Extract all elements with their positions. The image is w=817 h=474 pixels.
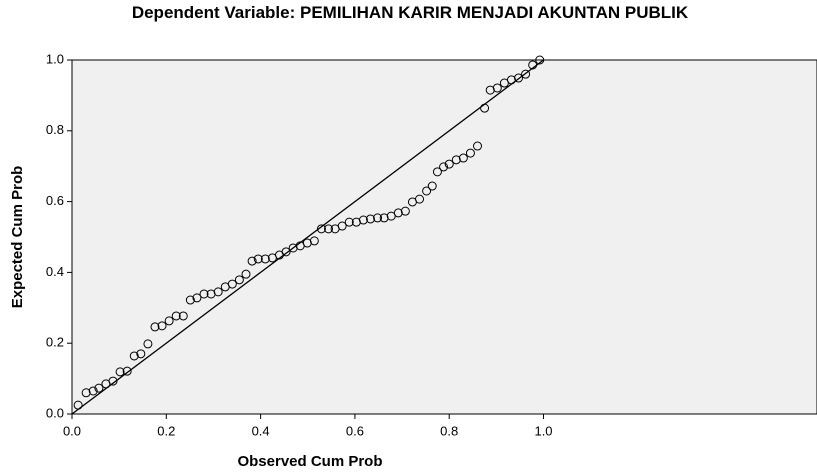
point: [150, 322, 160, 332]
point: [281, 247, 291, 257]
point: [247, 256, 257, 266]
point: [108, 376, 118, 386]
point: [199, 289, 209, 299]
point: [393, 208, 403, 218]
y-tick-label: 1.0: [46, 51, 64, 66]
point: [365, 214, 375, 224]
point: [427, 181, 437, 191]
point: [192, 293, 202, 303]
point: [451, 155, 461, 165]
x-tick-label: 0.2: [157, 423, 175, 438]
point: [143, 339, 153, 349]
point: [422, 186, 432, 196]
point: [358, 215, 368, 225]
point: [458, 153, 468, 163]
point: [234, 275, 244, 285]
point: [81, 388, 91, 398]
point: [178, 311, 188, 321]
y-axis-label: Expected Cum Prob: [9, 166, 26, 309]
plot-area: [71, 59, 817, 415]
point: [492, 83, 502, 93]
y-tick-label: 0.8: [46, 122, 64, 137]
point: [373, 213, 383, 223]
y-tick-label: 0.6: [46, 193, 64, 208]
point: [480, 103, 490, 113]
point: [185, 295, 195, 305]
point: [227, 279, 237, 289]
y-tick-label: 0.2: [46, 335, 64, 350]
point: [241, 269, 251, 279]
point: [115, 367, 125, 377]
y-tick-label: 0.4: [46, 264, 64, 279]
point: [521, 69, 531, 79]
point: [129, 351, 139, 361]
point: [136, 349, 146, 359]
point: [309, 236, 319, 246]
point: [415, 194, 425, 204]
x-tick-label: 1.0: [534, 423, 552, 438]
x-tick-label: 0.8: [440, 423, 458, 438]
point: [432, 167, 442, 177]
point: [473, 141, 483, 151]
point: [253, 254, 263, 264]
point: [514, 73, 524, 83]
point: [122, 366, 132, 376]
x-tick-label: 0.4: [252, 423, 270, 438]
point: [337, 221, 347, 231]
point: [535, 55, 545, 65]
point: [316, 224, 326, 234]
point: [157, 321, 167, 331]
x-tick-label: 0.0: [63, 423, 81, 438]
point: [94, 383, 104, 393]
point: [400, 206, 410, 216]
point: [379, 213, 389, 223]
y-tick-label: 0.0: [46, 405, 64, 420]
reference-line: [71, 59, 544, 415]
point: [444, 159, 454, 169]
point: [506, 75, 516, 85]
point: [439, 162, 449, 172]
point: [528, 60, 538, 70]
point: [260, 254, 270, 264]
point: [324, 224, 334, 234]
point: [344, 217, 354, 227]
x-tick-label: 0.6: [346, 423, 364, 438]
chart-title: Dependent Variable: PEMILIHAN KARIR MENJ…: [131, 3, 689, 22]
point: [164, 316, 174, 326]
point: [465, 148, 475, 158]
x-axis-label: Observed Cum Prob: [237, 453, 382, 470]
point: [171, 311, 181, 321]
point: [73, 400, 83, 410]
point: [213, 287, 223, 297]
point: [88, 386, 98, 396]
